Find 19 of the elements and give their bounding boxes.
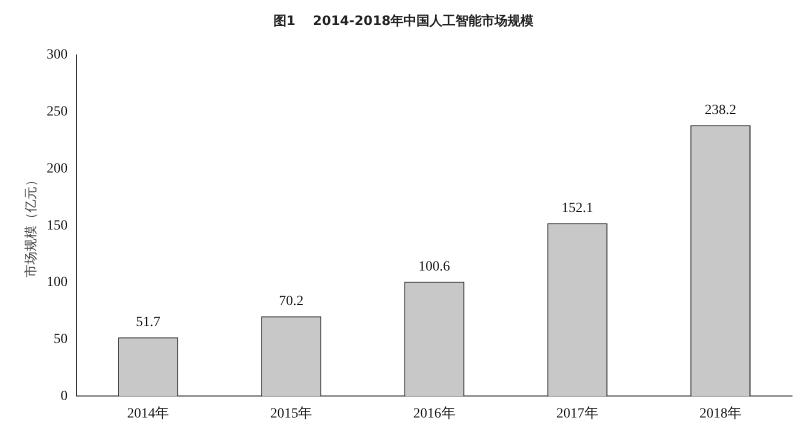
data-label: 152.1: [562, 200, 594, 216]
data-label: 238.2: [704, 102, 736, 118]
data-label: 70.2: [278, 294, 304, 310]
data-label: 51.7: [136, 315, 160, 330]
chart-title: 图1 2014-2018年中国人工智能市场规模: [272, 12, 535, 30]
y-tick-label: 250: [46, 104, 68, 120]
y-tick-label: 300: [46, 48, 68, 63]
x-tick-label: 2018年: [699, 405, 742, 422]
y-tick-label: 200: [46, 161, 68, 176]
y-axis-title: 市场规模（亿元）: [24, 174, 40, 278]
x-tick-label: 2015年: [270, 405, 312, 422]
x-tick-label: 2017年: [556, 405, 598, 422]
data-label: 100.6: [418, 259, 450, 274]
x-tick-label: 2016年: [413, 405, 456, 422]
y-tick-label: 50: [54, 332, 68, 348]
y-tick-label: 0: [60, 388, 68, 404]
y-tick-label: 100: [46, 275, 68, 290]
y-tick-label: 150: [46, 218, 68, 234]
x-tick-label: 2014年: [127, 405, 170, 422]
